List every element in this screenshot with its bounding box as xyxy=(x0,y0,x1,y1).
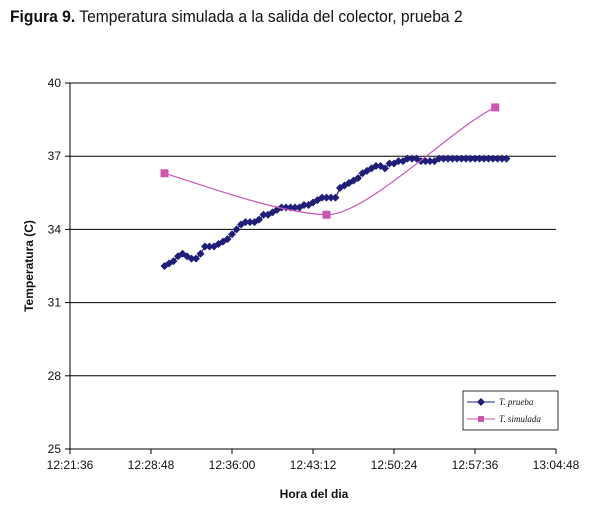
legend-label-prueba: T. prueba xyxy=(499,397,534,407)
data-point-prueba xyxy=(439,154,448,163)
legend: T. prueba T. simulada xyxy=(462,390,559,431)
y-tick-label: 40 xyxy=(48,76,62,90)
data-point-prueba xyxy=(318,193,326,202)
y-tick-label: 28 xyxy=(48,369,62,383)
data-point-prueba xyxy=(493,154,502,163)
data-point-prueba xyxy=(457,154,466,163)
legend-box xyxy=(462,390,559,431)
data-point-prueba xyxy=(169,257,178,266)
x-tick-labels: 12:21:36 12:28:48 12:36:00 12:43:12 12:50:24… xyxy=(47,458,580,472)
data-point-simulada xyxy=(322,210,331,219)
data-point-prueba xyxy=(331,193,340,202)
data-point-prueba xyxy=(426,157,434,166)
figure-label: Figura 9. xyxy=(10,7,76,26)
data-point-prueba xyxy=(223,235,232,244)
data-point-simulada xyxy=(160,169,169,178)
data-point-prueba xyxy=(372,161,380,170)
data-point-prueba xyxy=(192,254,200,263)
x-tick-label: 12:28:48 xyxy=(128,458,175,472)
x-tick-label: 12:43:12 xyxy=(290,458,337,472)
data-point-prueba xyxy=(489,154,497,163)
data-point-prueba xyxy=(277,203,286,212)
gridlines xyxy=(70,82,556,377)
data-point-prueba xyxy=(448,154,457,163)
data-point-prueba xyxy=(300,201,308,209)
data-point-prueba xyxy=(462,154,470,163)
x-tick-label: 12:36:00 xyxy=(209,458,256,472)
plot-series xyxy=(160,103,511,270)
data-point-prueba xyxy=(228,230,236,239)
data-point-prueba xyxy=(187,254,196,263)
data-point-prueba xyxy=(480,154,488,163)
data-point-prueba xyxy=(502,154,511,163)
data-point-prueba xyxy=(466,154,475,163)
figure-caption: Temperatura simulada a la salida del col… xyxy=(79,7,463,26)
data-point-prueba xyxy=(484,154,493,163)
data-point-prueba xyxy=(498,154,506,163)
data-point-prueba xyxy=(205,242,214,251)
legend-marker-simulada xyxy=(478,416,484,422)
x-axis-label: Hora del dia xyxy=(280,487,349,501)
legend-marker-prueba xyxy=(477,398,485,406)
data-point-prueba xyxy=(246,218,254,227)
data-point-prueba xyxy=(327,193,335,202)
y-tick-label: 31 xyxy=(48,296,62,310)
data-point-prueba xyxy=(394,157,403,166)
y-tick-label: 37 xyxy=(48,149,62,163)
data-point-prueba xyxy=(471,154,479,163)
legend-label-simulada: T. simulada xyxy=(499,414,541,424)
y-axis-label: Temperatura (C) xyxy=(22,220,36,312)
data-point-simulada xyxy=(491,103,500,112)
axes xyxy=(65,82,557,454)
data-point-prueba xyxy=(435,154,443,163)
x-tick-label: 12:50:24 xyxy=(371,458,418,472)
data-point-prueba xyxy=(291,203,299,212)
y-tick-label: 34 xyxy=(48,222,62,236)
data-point-prueba xyxy=(381,164,389,173)
y-tick-label: 25 xyxy=(48,442,62,456)
data-point-prueba xyxy=(453,154,461,163)
data-point-prueba xyxy=(403,154,412,163)
data-point-prueba xyxy=(259,210,268,219)
data-point-prueba xyxy=(322,193,331,202)
data-point-prueba xyxy=(408,154,416,163)
data-point-prueba xyxy=(354,174,362,183)
data-point-prueba xyxy=(444,154,452,163)
data-point-prueba xyxy=(255,215,263,224)
x-tick-label: 13:04:48 xyxy=(533,458,580,472)
figure-title: Figura 9. Temperatura simulada a la sali… xyxy=(10,7,463,27)
series-line-prueba xyxy=(164,158,507,267)
data-point-prueba xyxy=(475,154,484,163)
x-tick-label: 12:21:36 xyxy=(47,458,94,472)
data-point-prueba xyxy=(196,249,205,258)
y-tick-labels: 25 28 31 34 37 40 xyxy=(48,76,62,456)
data-point-prueba xyxy=(385,159,394,168)
data-point-prueba xyxy=(201,242,209,251)
data-point-prueba xyxy=(232,225,241,234)
x-tick-label: 12:57:36 xyxy=(452,458,499,472)
data-point-prueba xyxy=(241,218,250,227)
